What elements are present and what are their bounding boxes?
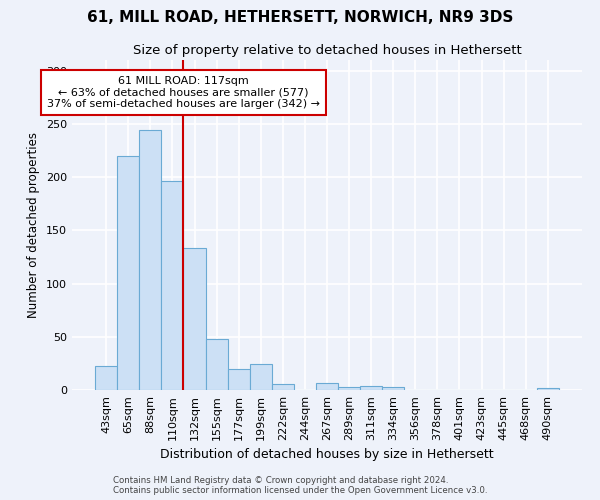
Title: Size of property relative to detached houses in Hethersett: Size of property relative to detached ho… xyxy=(133,44,521,58)
X-axis label: Distribution of detached houses by size in Hethersett: Distribution of detached houses by size … xyxy=(160,448,494,462)
Bar xyxy=(537,388,559,390)
Bar xyxy=(184,248,206,390)
Bar xyxy=(360,386,382,390)
Text: Contains HM Land Registry data © Crown copyright and database right 2024.
Contai: Contains HM Land Registry data © Crown c… xyxy=(113,476,487,495)
Bar xyxy=(250,364,272,390)
Bar xyxy=(272,384,294,390)
Bar xyxy=(206,339,227,390)
Bar xyxy=(227,368,250,390)
Bar xyxy=(117,156,139,390)
Bar xyxy=(161,182,184,390)
Bar xyxy=(382,387,404,390)
Text: 61 MILL ROAD: 117sqm
← 63% of detached houses are smaller (577)
37% of semi-deta: 61 MILL ROAD: 117sqm ← 63% of detached h… xyxy=(47,76,320,109)
Bar xyxy=(95,366,117,390)
Bar xyxy=(139,130,161,390)
Text: 61, MILL ROAD, HETHERSETT, NORWICH, NR9 3DS: 61, MILL ROAD, HETHERSETT, NORWICH, NR9 … xyxy=(87,10,513,25)
Y-axis label: Number of detached properties: Number of detached properties xyxy=(28,132,40,318)
Bar xyxy=(316,382,338,390)
Bar xyxy=(338,387,360,390)
